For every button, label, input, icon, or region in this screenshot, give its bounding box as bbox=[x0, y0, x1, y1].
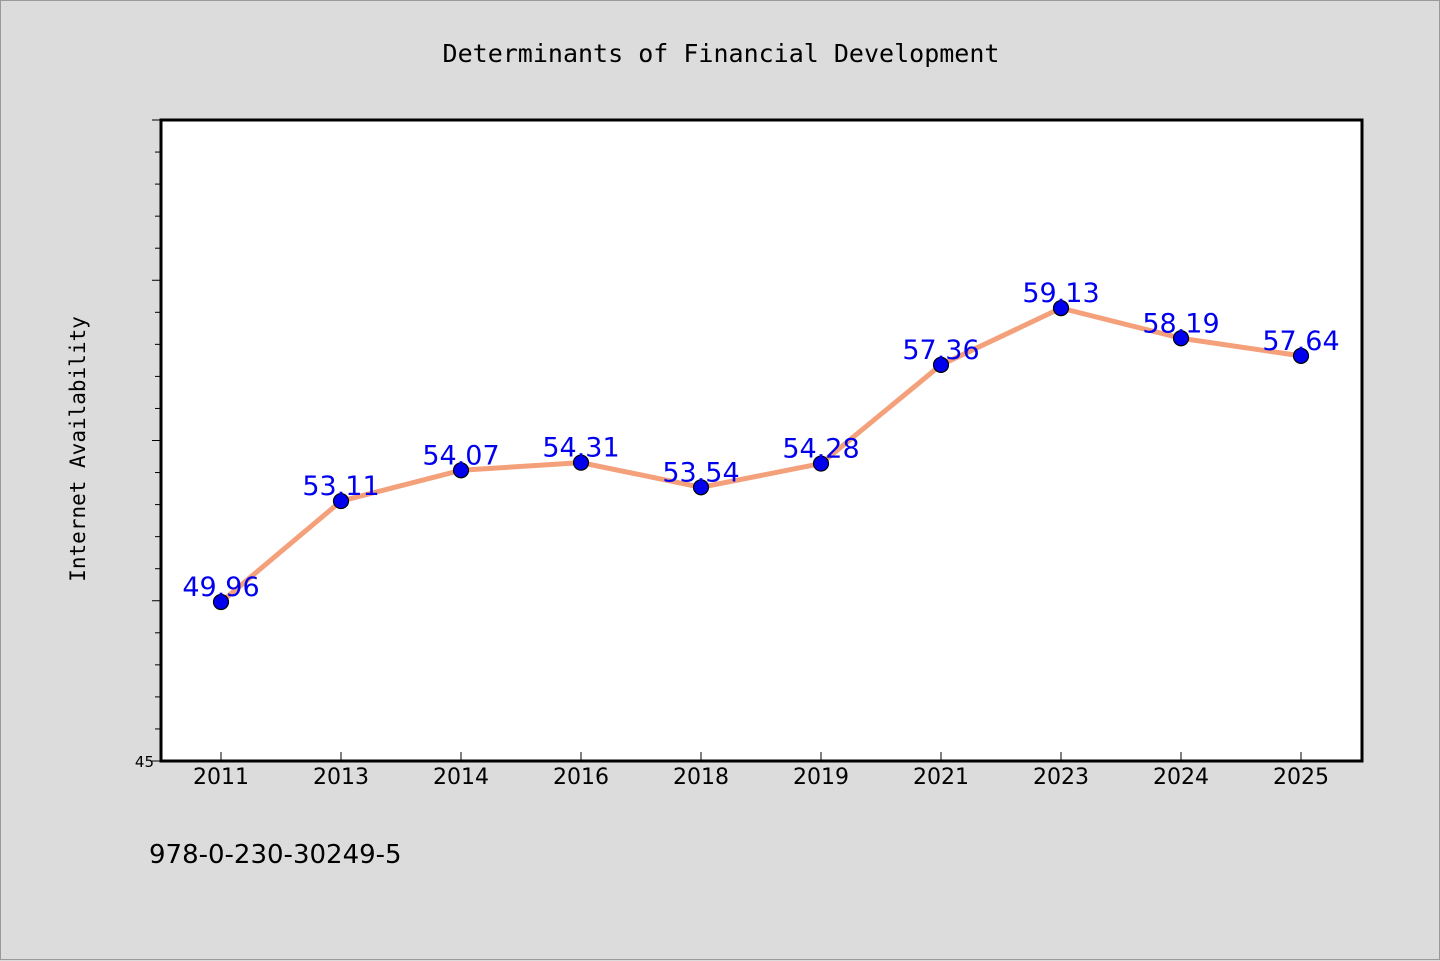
x-axis-ticks: 2011 2013 2014 2016 2018 2019 2021 2023 2024 2025 bbox=[193, 752, 1329, 790]
data-point bbox=[1052, 300, 1070, 317]
x-tick-label: 2021 bbox=[913, 765, 969, 790]
data-point bbox=[812, 455, 830, 472]
data-label: 49.96 bbox=[182, 572, 259, 603]
data-label: 54.31 bbox=[542, 433, 619, 464]
x-tick-label: 2013 bbox=[313, 765, 369, 790]
x-tick-label: 2023 bbox=[1033, 765, 1089, 790]
x-tick-label: 2014 bbox=[433, 765, 489, 790]
data-label: 59.13 bbox=[1022, 278, 1099, 309]
data-point bbox=[572, 454, 590, 471]
x-tick-label: 2018 bbox=[673, 765, 729, 790]
plot-area bbox=[159, 118, 1364, 763]
data-point bbox=[932, 356, 950, 373]
y-axis-label: Internet Availability bbox=[66, 316, 90, 582]
data-label: 53.11 bbox=[302, 471, 379, 502]
x-tick-label: 2024 bbox=[1153, 765, 1209, 790]
data-label: 54.07 bbox=[422, 440, 499, 471]
data-point bbox=[452, 462, 470, 479]
x-tick-label: 2011 bbox=[193, 765, 249, 790]
chart-title: Determinants of Financial Development bbox=[443, 39, 1000, 68]
x-tick-label: 2019 bbox=[793, 765, 849, 790]
data-label: 54.28 bbox=[782, 434, 859, 465]
data-point bbox=[1172, 330, 1190, 347]
data-markers bbox=[212, 300, 1310, 611]
data-label: 58.19 bbox=[1142, 308, 1219, 339]
data-point bbox=[332, 492, 350, 510]
x-tick-label: 2025 bbox=[1273, 765, 1329, 790]
y-tick-label: 45 bbox=[135, 753, 154, 771]
series-line-group bbox=[218, 305, 1304, 605]
x-tick-label: 2016 bbox=[553, 765, 609, 790]
data-label: 53.54 bbox=[662, 457, 739, 488]
data-label: 57.64 bbox=[1262, 326, 1339, 357]
data-point bbox=[692, 479, 710, 496]
footer-code: 978-0-230-30249-5 bbox=[149, 840, 402, 870]
data-point bbox=[212, 593, 230, 611]
data-label: 57.36 bbox=[902, 335, 979, 366]
series-line bbox=[218, 305, 1304, 605]
y-axis-ticks: 45 bbox=[135, 119, 161, 771]
data-point bbox=[1292, 347, 1310, 364]
data-labels: 49.96 53.11 54.07 54.31 53.54 54.28 57.36 59.13… bbox=[182, 278, 1339, 603]
